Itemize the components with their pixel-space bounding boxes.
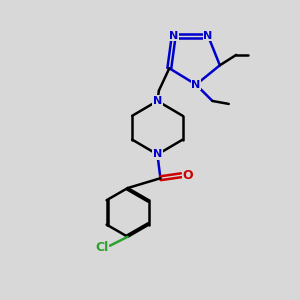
Text: N: N [153,149,162,160]
Text: N: N [153,96,162,106]
Text: N: N [169,31,178,40]
Text: N: N [203,31,213,40]
Text: O: O [182,169,193,182]
Text: Cl: Cl [95,241,108,254]
Text: N: N [191,80,201,90]
